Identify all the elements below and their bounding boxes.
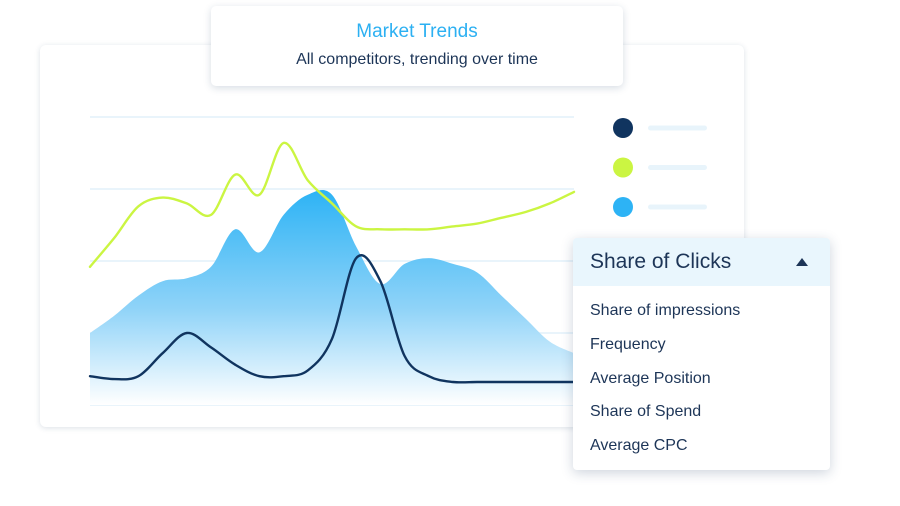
metric-selected-value: Share of Clicks — [590, 250, 732, 273]
legend-dot-2 — [613, 197, 633, 217]
metric-option-average-cpc[interactable]: Average CPC — [590, 437, 688, 455]
legend-label-placeholder-2 — [648, 204, 707, 210]
metric-option-share-of-impressions[interactable]: Share of impressions — [590, 302, 741, 319]
metric-option-frequency[interactable]: Frequency — [590, 335, 666, 353]
metric-option-average-position[interactable]: Average Position — [590, 369, 711, 387]
chart-subtitle: All competitors, trending over time — [296, 51, 538, 68]
metric-option-share-of-spend[interactable]: Share of Spend — [590, 403, 702, 421]
chart-series — [88, 141, 576, 405]
chart-card — [40, 45, 744, 427]
legend-dot-0 — [613, 118, 633, 138]
legend-label-placeholder-0 — [648, 125, 707, 131]
series-line-2 — [88, 254, 576, 384]
market-trends-chart — [88, 116, 707, 406]
series-area-1 — [90, 190, 574, 405]
legend-label-placeholder-1 — [648, 165, 707, 170]
series-line-0 — [88, 141, 576, 268]
chart-legend — [613, 118, 707, 217]
caret-up-icon[interactable] — [796, 258, 808, 266]
title-card: Market Trends All competitors, trending … — [211, 6, 623, 86]
metric-dropdown-toggle[interactable]: Share of Clicks — [573, 238, 830, 286]
legend-dot-1 — [613, 157, 633, 178]
metric-dropdown[interactable]: Share of Clicks Share of impressions Fre… — [573, 238, 830, 470]
chart-title: Market Trends — [356, 21, 478, 42]
metric-options-list: Share of impressions Frequency Average P… — [573, 286, 830, 470]
